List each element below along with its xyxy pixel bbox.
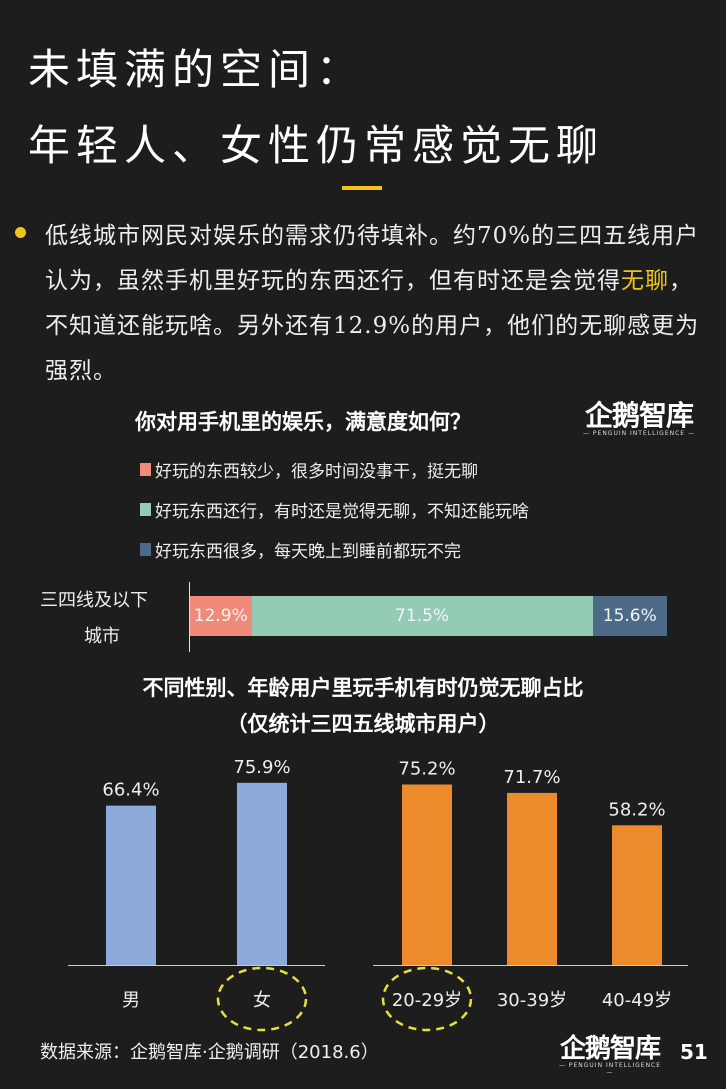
bar — [237, 782, 287, 965]
logo-subtext: — PENGUIN INTELLIGENCE — — [583, 430, 695, 437]
bar-segment-2: 71.5% — [251, 596, 593, 636]
page-number: 51 — [680, 1040, 708, 1064]
bar — [612, 825, 662, 965]
y-axis-line — [189, 582, 190, 652]
bullet-text-end: ，不知道还能玩啥。另外还有12.9%的用户，他们的无聊感更为强烈。 — [45, 268, 700, 384]
legend-swatch — [140, 463, 151, 476]
category-label-line1: 三四线及以下 — [40, 590, 148, 611]
x-tick-label: 30-39岁 — [497, 990, 567, 1011]
chart1-title: 你对用手机里的娱乐，满意度如何？ — [135, 410, 471, 434]
bullet-text: 低线城市网民对娱乐的需求仍待填补。约70%的三四五线用户认为，虽然手机里好玩的东… — [45, 223, 700, 294]
logo-text: 企鹅智库 — [584, 399, 694, 432]
data-label: 66.4% — [102, 780, 159, 801]
bar-segment-1: 12.9% — [190, 596, 252, 636]
data-label: 75.9% — [233, 757, 290, 778]
footer-logo: 企鹅智库 — PENGUIN INTELLIGENCE — — [555, 1036, 665, 1076]
bar — [402, 784, 452, 965]
legend-item-2: 好玩东西还行，有时还是觉得无聊，不知还能玩啥 — [140, 497, 529, 522]
bullet-highlight: 无聊 — [621, 268, 669, 294]
highlight-ellipse — [216, 966, 308, 1032]
x-tick-label: 男 — [122, 990, 140, 1011]
x-tick-label: 40-49岁 — [602, 990, 672, 1011]
logo-subtext: — PENGUIN INTELLIGENCE — — [558, 1062, 662, 1076]
highlight-ellipse — [381, 966, 473, 1032]
x-tick-label: 20-29岁 — [392, 990, 462, 1011]
chart2-svg: 66.4% 男 75.9% 女 75.2% 20-29岁 71.7% 30-39岁 58.2% 4… — [68, 757, 688, 1032]
category-label-line2: 城市 — [84, 626, 120, 647]
legend-item-3: 好玩东西很多，每天晚上到睡前都玩不完 — [140, 537, 461, 562]
bullet-paragraph: 低线城市网民对娱乐的需求仍待填补。约70%的三四五线用户认为，虽然手机里好玩的东… — [45, 214, 715, 394]
data-label: 58.2% — [608, 799, 665, 820]
title-line2: 年轻人、女性仍常感觉无聊 — [28, 121, 605, 170]
bar — [507, 792, 557, 965]
legend-item-1: 好玩的东西较少，很多时间没事干，挺无聊 — [140, 457, 478, 482]
data-label: 75.2% — [398, 759, 455, 780]
title-line1: 未填满的空间： — [28, 45, 365, 94]
legend-label: 好玩东西很多，每天晚上到睡前都玩不完 — [155, 542, 461, 562]
legend-label: 好玩东西还行，有时还是觉得无聊，不知还能玩啥 — [155, 502, 529, 522]
legend-label: 好玩的东西较少，很多时间没事干，挺无聊 — [155, 462, 478, 482]
data-label: 71.7% — [503, 767, 560, 788]
chart2-title: 不同性别、年龄用户里玩手机有时仍觉无聊占比 — [142, 676, 584, 700]
title-underline — [342, 186, 382, 190]
logo-text: 企鹅智库 — [559, 1034, 661, 1064]
legend-swatch — [140, 543, 151, 556]
logo: 企鹅智库 — PENGUIN INTELLIGENCE — — [580, 399, 698, 438]
legend-swatch — [140, 503, 151, 516]
bar-segment-3: 15.6% — [592, 596, 667, 636]
bar — [106, 805, 156, 965]
x-tick-label: 女 — [253, 990, 271, 1011]
source-note: 数据来源：企鹅智库·企鹅调研（2018.6） — [40, 1042, 379, 1063]
bullet-dot-icon — [15, 227, 26, 238]
stacked-bar: 12.9% 71.5% 15.6% — [190, 596, 667, 636]
chart2-subtitle: （仅统计三四五线城市用户） — [226, 712, 500, 736]
